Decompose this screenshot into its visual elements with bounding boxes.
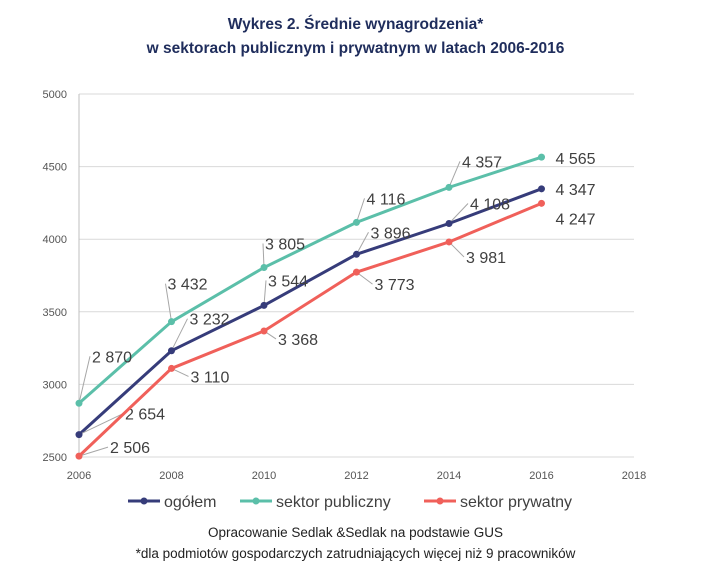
data-point	[168, 318, 175, 326]
series-line-2	[77, 201, 543, 458]
data-point	[260, 301, 268, 309]
data-label: 4 108	[470, 197, 510, 214]
data-label: 3 981	[466, 250, 506, 267]
data-label: 3 805	[265, 237, 305, 254]
series-line-0	[77, 187, 543, 436]
y-tick-label: 4500	[43, 162, 67, 174]
leader-line	[78, 356, 91, 404]
data-point	[538, 185, 545, 193]
data-point	[168, 364, 175, 372]
x-tick-label: 2010	[252, 470, 276, 482]
leader-line	[262, 243, 265, 268]
data-point	[260, 264, 268, 272]
data-label: 3 896	[371, 225, 411, 242]
leader-line	[171, 318, 188, 351]
legend-marker	[140, 497, 148, 505]
y-tick-label: 3000	[43, 379, 67, 391]
data-label: 3 544	[268, 273, 308, 290]
data-label: 3 773	[375, 277, 415, 294]
leader-line	[448, 241, 465, 258]
x-tick-label: 2008	[159, 470, 183, 482]
y-tick-label: 2500	[43, 452, 67, 464]
series-line-1	[78, 155, 542, 405]
data-point	[353, 250, 360, 258]
data-point	[75, 399, 83, 407]
data-point	[538, 153, 545, 161]
chart-subtitle: w sektorach publicznym i prywatnym w lat…	[146, 40, 565, 57]
legend-marker	[252, 497, 260, 505]
leader-line	[448, 203, 469, 224]
legend-label: sektor prywatny	[460, 494, 572, 511]
leader-line	[356, 232, 369, 255]
x-tick-label: 2006	[67, 470, 91, 482]
data-point	[353, 218, 360, 226]
data-label: 3 110	[191, 369, 230, 386]
data-label: 2 870	[92, 349, 132, 366]
leader-line	[165, 283, 172, 322]
data-point	[168, 347, 175, 355]
data-point	[75, 452, 83, 460]
footnote: *dla podmiotów gospodarczych zatrudniają…	[135, 546, 576, 561]
data-point	[445, 183, 453, 191]
data-label: 3 368	[278, 332, 318, 349]
leader-line	[448, 161, 461, 188]
data-point	[75, 431, 83, 439]
data-point	[353, 268, 360, 276]
data-label: 4 347	[556, 182, 596, 199]
x-tick-label: 2016	[529, 470, 553, 482]
data-label: 4 565	[556, 151, 596, 168]
data-label: 2 506	[110, 440, 150, 457]
source-note: Opracowanie Sedlak &Sedlak na podstawie …	[208, 525, 503, 540]
legend-marker	[436, 497, 444, 505]
legend-label: sektor publiczny	[276, 494, 391, 511]
x-tick-label: 2014	[437, 470, 461, 482]
data-label: 3 432	[168, 277, 208, 294]
data-point	[445, 220, 453, 228]
data-label: 4 357	[462, 154, 502, 171]
y-tick-label: 3500	[43, 307, 67, 319]
data-point	[260, 327, 268, 335]
data-label: 4 116	[367, 191, 406, 208]
leader-line	[78, 446, 109, 457]
y-tick-label: 4000	[43, 234, 67, 246]
x-tick-label: 2018	[622, 470, 646, 482]
legend-label: ogółem	[164, 494, 216, 511]
data-label: 3 232	[190, 312, 230, 329]
leader-line	[78, 413, 124, 436]
leader-line	[356, 198, 365, 223]
x-tick-label: 2012	[344, 470, 368, 482]
data-label: 2 654	[125, 407, 165, 424]
chart-title: Wykres 2. Średnie wynagrodzenia*	[227, 16, 484, 33]
data-point	[445, 238, 453, 246]
data-point	[538, 199, 545, 207]
leader-line	[263, 280, 267, 306]
y-tick-label: 5000	[43, 89, 67, 101]
data-label: 4 247	[556, 211, 596, 228]
